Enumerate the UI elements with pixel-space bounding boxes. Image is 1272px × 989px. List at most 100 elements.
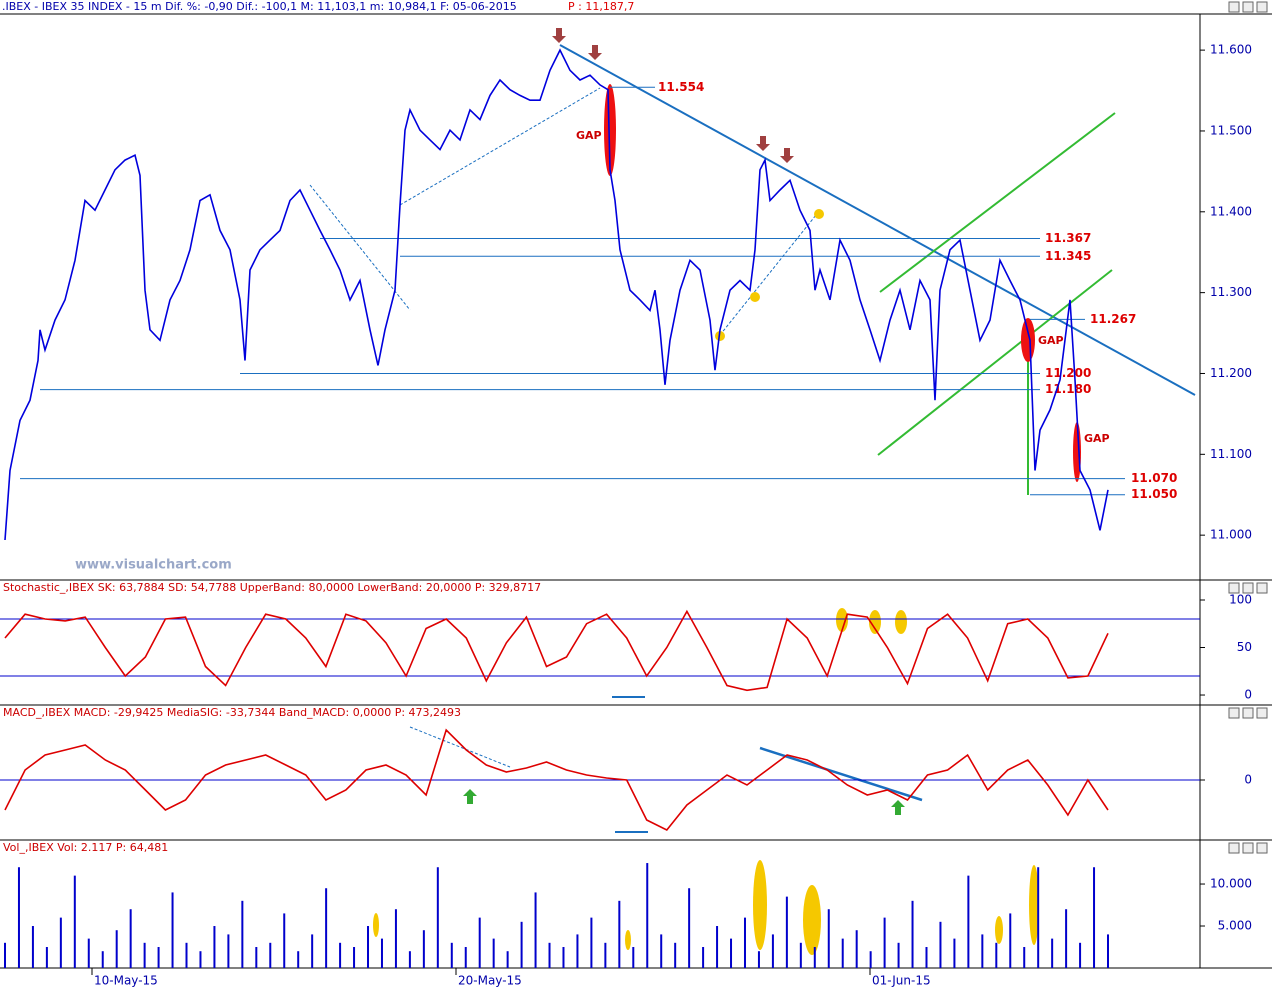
volume-bar [492,938,495,968]
volume-bar [590,917,593,968]
y-tick-label: 0 [1244,688,1252,702]
volume-bar [743,917,746,968]
volume-bar [269,942,272,968]
y-tick-label: 11.500 [1210,123,1252,137]
frames [0,13,1272,969]
y-tick-label: 11.300 [1210,285,1252,299]
volume-bar [604,942,607,968]
level-label: 11.180 [1045,382,1091,396]
volume-bar [897,942,900,968]
volume-bar [883,917,886,968]
highlights [373,209,1039,955]
volume-bar [771,934,774,968]
gap-label: GAP [1038,334,1064,347]
series-line [4,609,1109,692]
y-tick-label: 5.000 [1218,919,1252,933]
volume-bar [716,926,719,968]
volume-bar [757,951,760,968]
x-tick-label: 01-Jun-15 [872,974,931,988]
gap-label: GAP [576,129,602,142]
volume-bar [213,926,216,968]
volume-bar [869,951,872,968]
volume-bar [367,926,370,968]
volume-bar [1065,909,1068,968]
volume-bar [1009,913,1012,968]
volume-bar [73,875,76,968]
volume-bar [115,930,118,968]
volume-bar [632,947,635,968]
volume-bar [31,926,34,968]
volume-bar [339,942,342,968]
volume-bar [534,892,537,968]
volume-bar [939,921,942,968]
level-label: 11.554 [658,80,704,94]
volume-bar [1051,938,1054,968]
volume-bar [450,942,453,968]
volume-bar [255,947,258,968]
volume-bar [967,875,970,968]
gap-marks [604,84,1081,482]
series-line [4,728,1109,832]
y-tick-label: 11.000 [1210,528,1252,542]
volume-bar [618,900,621,968]
volume-bar [548,942,551,968]
volume-bar [981,934,984,968]
level-label: 11.070 [1131,471,1177,485]
volume-bar [925,947,928,968]
volume-bar [730,938,733,968]
volume-bar [408,951,411,968]
volume-bar [422,930,425,968]
volume-bar [185,942,188,968]
level-label: 11.050 [1131,487,1177,501]
gap-label: GAP [1084,432,1110,445]
volume-bar [59,917,62,968]
y-tick-label: 11.100 [1210,447,1252,461]
y-tick-label: 0 [1244,773,1252,787]
volume-bar [45,947,48,968]
volume-bar [562,947,565,968]
volume-bar [785,896,788,968]
volume-bar [576,934,579,968]
volume-bar [157,947,160,968]
volume-bar [1023,947,1026,968]
volume-bar [143,942,146,968]
volume-bar [506,951,509,968]
y-tick-label: 11.600 [1210,43,1252,57]
volume-bar [241,900,244,968]
volume-bar [1093,867,1096,968]
volume-bar [4,942,6,968]
series-line [4,48,1109,541]
trend-lines [309,44,1196,833]
price-header: .IBEX - IBEX 35 INDEX - 15 m Dif. %: -0,… [2,0,517,13]
x-tick-label: 10-May-15 [94,974,158,988]
volume-bar [283,913,286,968]
volume-bar [995,942,998,968]
vol-header: Vol_,IBEX Vol: 2.117 P: 64,481 [3,841,168,854]
volume-bar [660,934,663,968]
level-label: 11.200 [1045,366,1091,380]
volume-bar [129,909,132,968]
window-buttons[interactable] [1228,1,1268,854]
volume-bar [380,938,383,968]
volume-bar [87,938,90,968]
x-tick-label: 20-May-15 [458,974,522,988]
volume-bar [520,921,523,968]
y-tick-label: 100 [1229,592,1252,606]
volume-bar [325,888,328,968]
volume-bar [436,867,439,968]
level-label: 11.367 [1045,231,1091,245]
volume-bar [674,942,677,968]
volume-bar [171,892,174,968]
volume-bar [311,934,314,968]
volume-bar [394,909,397,968]
volume-bar [17,867,20,968]
volume-bar [1079,942,1082,968]
volume-bar [1037,867,1040,968]
level-label: 11.267 [1090,312,1136,326]
y-tick-label: 50 [1237,640,1252,654]
volume-bar [464,947,467,968]
volume-bar [199,951,202,968]
volume-bar [813,947,816,968]
volume-bar [297,951,300,968]
